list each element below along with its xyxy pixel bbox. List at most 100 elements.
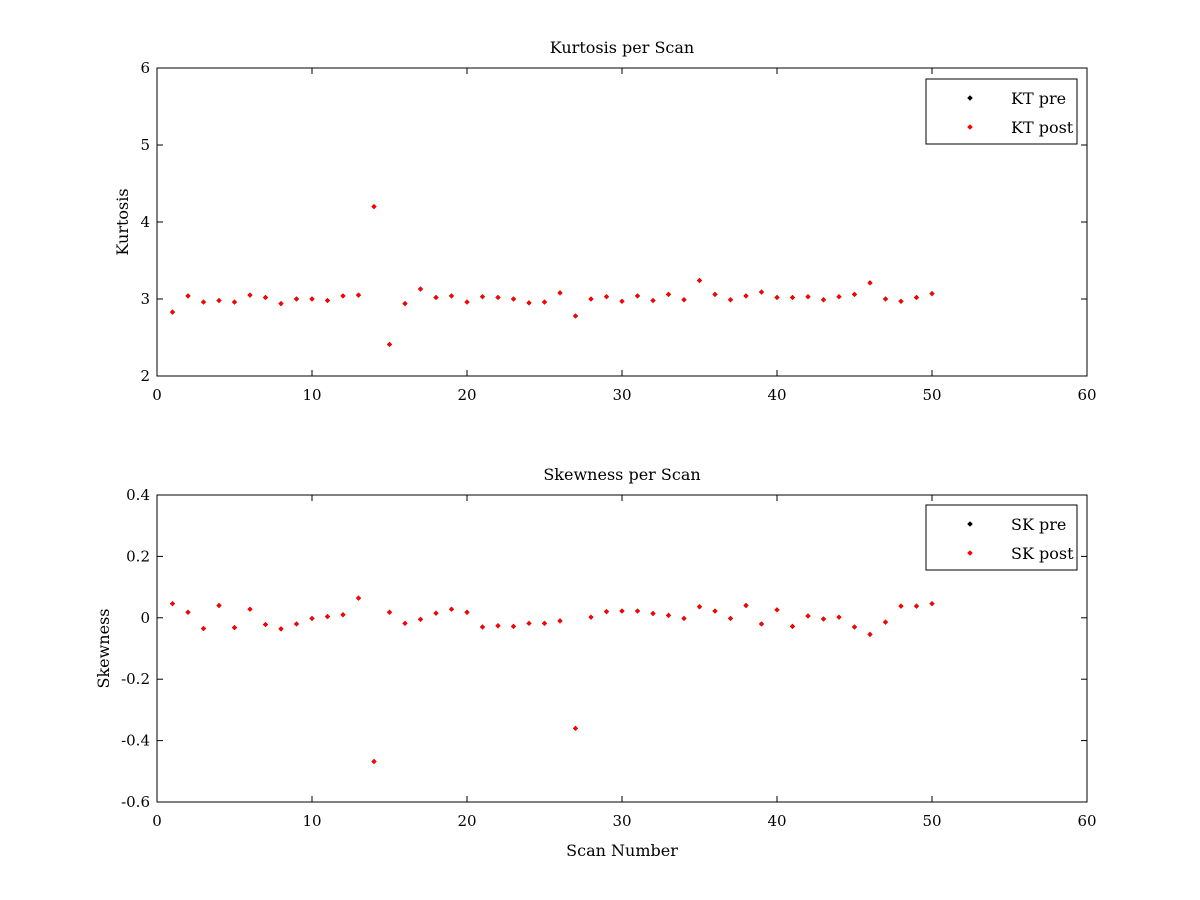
legend-label: SK pre — [1011, 515, 1066, 534]
series-sk-post — [169, 595, 935, 765]
data-point — [851, 624, 858, 630]
data-point — [448, 606, 455, 612]
data-point — [634, 608, 641, 614]
y-tick-label: 0.4 — [126, 486, 150, 504]
data-point — [557, 290, 563, 296]
data-point — [789, 294, 796, 301]
data-point — [386, 341, 393, 348]
data-point — [278, 301, 284, 307]
y-tick-label: -0.2 — [121, 670, 150, 688]
legend-label: SK post — [1011, 544, 1074, 563]
y-tick-label: 0 — [140, 609, 150, 627]
x-tick-label: 60 — [1077, 386, 1096, 404]
data-point — [448, 293, 455, 299]
data-point — [464, 299, 470, 305]
data-point — [479, 624, 486, 630]
data-point — [495, 623, 501, 629]
x-tick-label: 50 — [922, 386, 941, 404]
data-point — [433, 294, 439, 301]
data-point — [216, 297, 222, 304]
data-point — [882, 619, 889, 625]
data-point — [913, 294, 920, 301]
y-tick-label: 6 — [140, 59, 150, 77]
data-point — [681, 615, 687, 622]
data-point — [898, 298, 904, 304]
data-point — [402, 301, 408, 307]
data-point — [867, 631, 873, 637]
data-point — [557, 618, 563, 624]
x-tick-label: 0 — [152, 386, 162, 404]
series-kt-post — [169, 204, 935, 348]
data-point — [386, 609, 393, 615]
legend-label: KT pre — [1011, 89, 1066, 108]
data-point — [572, 725, 579, 731]
series-sk-pre — [169, 595, 935, 765]
data-point — [603, 609, 610, 615]
data-point — [929, 601, 935, 607]
data-point — [541, 299, 548, 305]
data-point — [898, 603, 904, 609]
x-tick-label: 30 — [612, 812, 631, 830]
data-point — [805, 294, 811, 300]
legend: KT pre KT post — [925, 78, 1078, 145]
chart-title: Skewness per Scan — [543, 465, 700, 484]
y-tick-label: 5 — [140, 136, 150, 154]
x-tick-label: 50 — [922, 812, 941, 830]
data-point — [588, 296, 594, 302]
data-point — [262, 294, 269, 301]
data-point — [340, 612, 346, 618]
data-point — [247, 292, 253, 298]
data-point — [495, 294, 501, 301]
data-point — [340, 293, 346, 299]
data-point — [479, 294, 486, 300]
data-point — [433, 610, 439, 616]
data-point — [510, 623, 517, 629]
data-point — [650, 610, 656, 617]
legend-label: KT post — [1011, 118, 1074, 137]
x-tick-label: 20 — [457, 812, 476, 830]
data-point — [634, 293, 641, 299]
x-tick-label: 10 — [302, 812, 321, 830]
legend-marker — [967, 521, 973, 527]
y-tick-label: 0.2 — [126, 547, 150, 565]
data-point — [820, 297, 827, 303]
data-point — [371, 204, 377, 210]
data-point — [526, 620, 532, 626]
data-point — [169, 309, 176, 315]
data-point — [789, 623, 796, 629]
data-point — [665, 291, 672, 297]
data-point — [696, 604, 703, 610]
data-point — [743, 602, 749, 609]
legend: SK pre SK post — [925, 504, 1078, 571]
data-point — [371, 758, 377, 765]
y-tick-label: -0.4 — [121, 732, 150, 750]
x-tick-label: 30 — [612, 386, 631, 404]
subplot-1: 0 10 20 30 40 50 60 2 3 4 5 6 Kurtosis per Scan Kurto… — [113, 38, 1097, 404]
data-point — [929, 291, 935, 297]
legend-marker — [967, 95, 973, 101]
legend-marker — [967, 550, 973, 556]
data-point — [851, 291, 858, 297]
data-point — [572, 313, 579, 319]
data-point — [774, 294, 780, 301]
data-point — [309, 615, 315, 622]
x-tick-label: 60 — [1077, 812, 1096, 830]
data-point — [417, 286, 424, 292]
data-point — [588, 614, 594, 620]
data-point — [200, 625, 207, 632]
data-point — [355, 292, 362, 298]
data-point — [200, 299, 207, 305]
x-tick-label: 10 — [302, 386, 321, 404]
data-point — [262, 621, 269, 628]
chart-title: Kurtosis per Scan — [550, 38, 694, 57]
data-point — [464, 609, 470, 615]
x-tick-label: 40 — [767, 812, 786, 830]
data-point — [758, 289, 765, 295]
y-axis-label: Kurtosis — [113, 188, 132, 255]
data-point — [650, 297, 656, 304]
data-point — [216, 602, 222, 609]
data-point — [541, 620, 548, 626]
data-point — [665, 612, 672, 618]
x-axis-label: Scan Number — [566, 841, 678, 860]
